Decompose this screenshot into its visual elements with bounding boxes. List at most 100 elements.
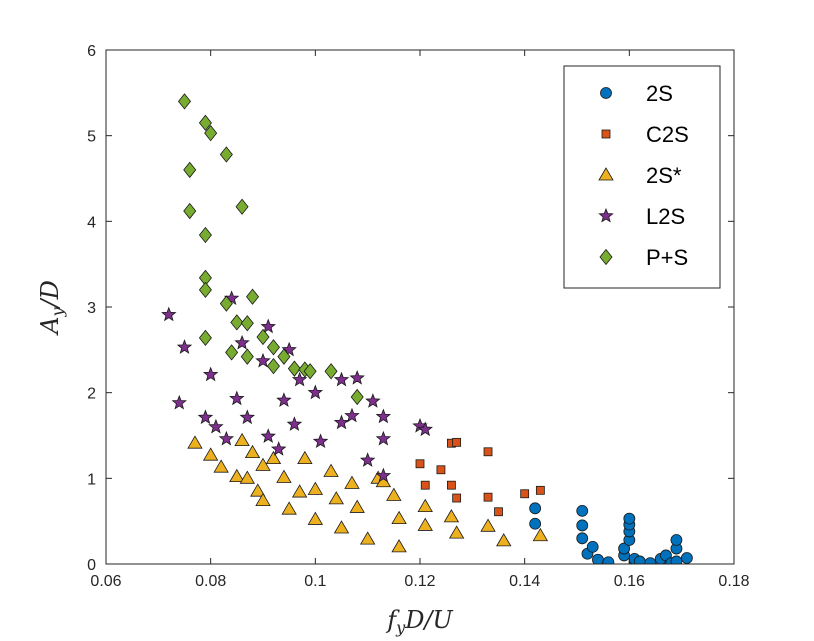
point-2s — [202, 447, 219, 461]
point-2s — [391, 539, 407, 553]
point-2s — [586, 540, 599, 553]
point-2s — [670, 534, 683, 546]
y-tick-label: 1 — [87, 471, 96, 488]
point-2s — [297, 450, 313, 465]
point-2s — [187, 435, 203, 449]
point-l2s — [270, 441, 287, 456]
point-l2s — [365, 393, 381, 408]
point-p-s — [240, 348, 254, 365]
legend-label-c2s: C2S — [646, 122, 689, 147]
point-2s — [239, 470, 255, 484]
point-c2s — [420, 480, 430, 490]
point-l2s — [255, 352, 271, 368]
point-l2s — [161, 306, 177, 322]
legend-marker-c2s — [601, 129, 611, 139]
point-2s — [576, 504, 589, 517]
y-tick-label: 4 — [87, 214, 96, 231]
point-p-s — [303, 363, 317, 380]
point-2s — [529, 517, 542, 530]
point-c2s — [452, 437, 462, 447]
point-l2s — [291, 371, 308, 387]
point-p-s — [287, 360, 301, 377]
point-2s — [529, 502, 542, 515]
point-2s — [391, 510, 407, 524]
point-p-s — [198, 114, 212, 131]
legend-label-2s: 2S* — [646, 163, 682, 188]
point-l2s — [218, 430, 235, 446]
point-l2s — [286, 416, 303, 431]
point-l2s — [333, 371, 350, 387]
point-c2s — [520, 489, 530, 499]
point-p-s — [266, 339, 280, 356]
point-p-s — [198, 281, 212, 299]
point-l2s — [176, 339, 193, 354]
point-p-s — [350, 388, 364, 406]
x-tick-label: 0.08 — [195, 573, 226, 590]
point-2s — [213, 459, 229, 473]
point-l2s — [276, 392, 292, 407]
point-c2s — [494, 507, 503, 517]
point-2s — [328, 491, 344, 505]
y-tick-label: 2 — [87, 386, 96, 403]
point-l2s — [333, 414, 350, 430]
y-tick-label: 6 — [87, 43, 96, 60]
point-2s — [443, 509, 460, 523]
point-p-s — [204, 124, 218, 142]
point-2s — [359, 531, 376, 545]
point-p-s — [235, 198, 249, 215]
point-p-s — [230, 314, 244, 331]
legend: 2S C2S 2S* L2S P+S — [563, 65, 721, 289]
point-c2s — [535, 485, 545, 495]
point-2s — [623, 512, 636, 525]
point-l2s — [239, 409, 256, 425]
point-2s — [281, 501, 297, 515]
point-l2s — [234, 334, 250, 350]
point-l2s — [229, 390, 245, 406]
point-2s — [229, 468, 245, 483]
point-l2s — [260, 318, 276, 334]
point-2s — [307, 511, 324, 525]
point-c2s — [483, 492, 493, 502]
y-tick-label: 3 — [87, 300, 96, 317]
point-2s — [532, 527, 549, 542]
point-l2s — [375, 467, 392, 483]
point-l2s — [344, 407, 360, 423]
point-2s — [670, 555, 683, 564]
point-2s — [291, 484, 308, 498]
point-2s — [349, 499, 365, 513]
point-p-s — [277, 348, 291, 365]
point-2s — [344, 475, 360, 489]
point-c2s — [415, 459, 425, 469]
point-p-s — [266, 357, 280, 375]
point-p-s — [219, 295, 233, 312]
x-tick-label: 0.14 — [509, 573, 540, 590]
point-p-s — [198, 329, 212, 346]
point-2s — [255, 457, 271, 471]
point-c2s — [483, 447, 493, 457]
legend-marker-p-s — [599, 248, 613, 266]
point-2s — [307, 481, 324, 495]
data-points — [161, 93, 693, 564]
point-c2s — [452, 493, 462, 503]
point-2s — [417, 517, 433, 531]
legend-marker-2s — [600, 87, 612, 99]
point-2s — [244, 444, 261, 459]
point-l2s — [202, 366, 219, 382]
point-2s — [333, 520, 350, 534]
point-2s — [250, 483, 266, 497]
point-p-s — [225, 344, 239, 361]
point-p-s — [183, 202, 197, 220]
point-l2s — [359, 452, 376, 467]
point-l2s — [307, 384, 324, 400]
point-2s — [265, 450, 282, 465]
point-2s — [602, 556, 615, 564]
point-2s — [496, 533, 512, 547]
legend-label-2s: 2S — [646, 81, 673, 106]
point-c2s — [446, 480, 456, 490]
y-tick-label: 0 — [87, 557, 96, 574]
point-p-s — [246, 288, 260, 305]
point-2s — [448, 525, 465, 539]
x-tick-label: 0.12 — [404, 573, 435, 590]
point-2s — [323, 463, 339, 477]
point-l2s — [417, 421, 433, 437]
